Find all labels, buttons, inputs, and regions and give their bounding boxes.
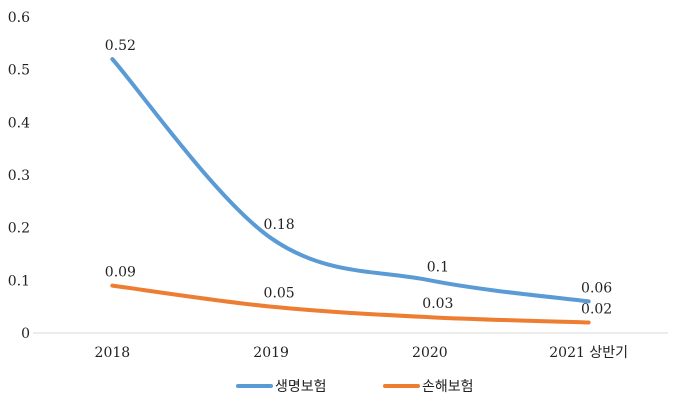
data-label: 0.05 [264, 286, 295, 302]
series-line-1 [110, 57, 591, 304]
legend-label-2: 손해보험 [422, 379, 474, 395]
series-line-2 [110, 283, 591, 325]
x-tick-label: 2019 [253, 345, 289, 361]
y-tick-label: 0.1 [8, 273, 30, 289]
y-tick-label: 0.4 [8, 115, 30, 131]
legend-label-1: 생명보험 [275, 379, 327, 395]
x-tick-label: 2021 상반기 [549, 345, 628, 361]
y-tick-label: 0.3 [8, 168, 30, 184]
data-label: 0.18 [264, 217, 295, 233]
data-label: 0.06 [581, 280, 612, 296]
y-tick-label: 0 [21, 326, 30, 342]
data-label: 0.09 [105, 265, 136, 281]
data-label: 0.03 [422, 296, 453, 312]
data-label: 0.52 [105, 38, 136, 54]
x-tick-label: 2020 [412, 345, 448, 361]
x-tick-label: 2018 [95, 345, 131, 361]
data-label: 0.02 [581, 301, 612, 317]
y-tick-label: 0.6 [8, 10, 30, 26]
y-tick-label: 0.2 [8, 221, 30, 237]
y-tick-label: 0.5 [8, 63, 30, 79]
data-label: 0.1 [427, 259, 449, 275]
